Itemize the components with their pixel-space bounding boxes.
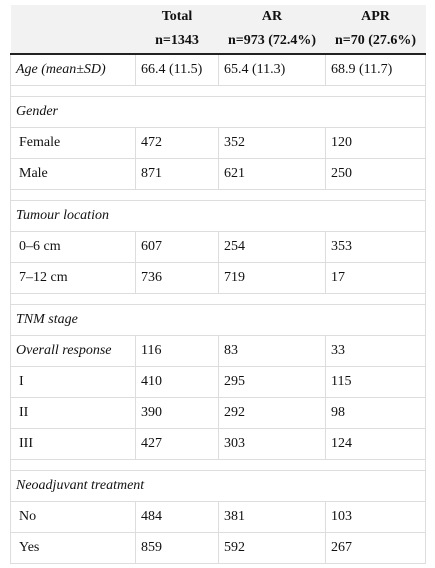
spacer-cell <box>10 293 426 305</box>
cell: 98 <box>325 397 426 429</box>
column-count: n=70 (27.6%) <box>325 29 426 55</box>
section-row: Tumour location <box>10 200 426 232</box>
data-row: II 390 292 98 <box>10 397 426 429</box>
cell: 65.4 (11.3) <box>218 53 326 86</box>
data-row: Age (mean±SD) 66.4 (11.5) 65.4 (11.3) 68.9 … <box>10 53 426 86</box>
cell: 859 <box>135 532 219 564</box>
cell: 607 <box>135 231 219 263</box>
row-label: 7–12 cm <box>10 262 136 294</box>
data-row: 0–6 cm 607 254 353 <box>10 231 426 263</box>
data-row: I 410 295 115 <box>10 366 426 398</box>
cell: 303 <box>218 428 326 460</box>
data-row: Yes 859 592 267 <box>10 532 426 564</box>
column-count: n=1343 <box>135 29 219 55</box>
row-label: Overall response <box>10 335 136 367</box>
section-label: Gender <box>10 96 426 128</box>
column-header: AR <box>218 5 326 29</box>
column-header: APR <box>325 5 426 29</box>
row-label: II <box>10 397 136 429</box>
spacer-row <box>10 189 426 201</box>
spacer-row <box>10 293 426 305</box>
cell: 352 <box>218 127 326 159</box>
data-row: III 427 303 124 <box>10 428 426 460</box>
section-label: Neoadjuvant treatment <box>10 470 426 502</box>
cell: 83 <box>218 335 326 367</box>
spacer-row <box>10 459 426 471</box>
cell: 33 <box>325 335 426 367</box>
row-label: Female <box>10 127 136 159</box>
cell: 719 <box>218 262 326 294</box>
column-count: n=973 (72.4%) <box>218 29 326 55</box>
data-row: Male 871 621 250 <box>10 158 426 190</box>
spacer-cell <box>10 189 426 201</box>
cell: 472 <box>135 127 219 159</box>
table-body: Age (mean±SD) 66.4 (11.5) 65.4 (11.3) 68.9 … <box>10 53 426 564</box>
cell: 381 <box>218 501 326 533</box>
spacer-cell <box>10 85 426 97</box>
row-label: No <box>10 501 136 533</box>
row-label: I <box>10 366 136 398</box>
row-label: Yes <box>10 532 136 564</box>
column-header: Total <box>135 5 219 29</box>
row-label: 0–6 cm <box>10 231 136 263</box>
row-label: Age (mean±SD) <box>10 53 136 86</box>
cell: 66.4 (11.5) <box>135 53 219 86</box>
cell: 621 <box>218 158 326 190</box>
spacer-cell <box>10 459 426 471</box>
cell: 17 <box>325 262 426 294</box>
cell: 292 <box>218 397 326 429</box>
cell: 68.9 (11.7) <box>325 53 426 86</box>
cell: 115 <box>325 366 426 398</box>
cell: 254 <box>218 231 326 263</box>
cell: 427 <box>135 428 219 460</box>
data-row: 7–12 cm 736 719 17 <box>10 262 426 294</box>
cell: 871 <box>135 158 219 190</box>
section-row: TNM stage <box>10 304 426 336</box>
header-row: Total AR APR <box>10 5 426 29</box>
data-row: Overall response 116 83 33 <box>10 335 426 367</box>
cell: 124 <box>325 428 426 460</box>
header-row: n=1343 n=973 (72.4%) n=70 (27.6%) <box>10 29 426 55</box>
cell: 295 <box>218 366 326 398</box>
cell: 267 <box>325 532 426 564</box>
cell: 250 <box>325 158 426 190</box>
cell: 120 <box>325 127 426 159</box>
cell: 390 <box>135 397 219 429</box>
data-row: Female 472 352 120 <box>10 127 426 159</box>
data-table: Total AR APR n=1343 n=973 (72.4%) n=70 (… <box>10 5 426 564</box>
row-label: Male <box>10 158 136 190</box>
section-row: Gender <box>10 96 426 128</box>
row-label: III <box>10 428 136 460</box>
data-row: No 484 381 103 <box>10 501 426 533</box>
cell: 410 <box>135 366 219 398</box>
cell: 592 <box>218 532 326 564</box>
cell: 484 <box>135 501 219 533</box>
cell: 353 <box>325 231 426 263</box>
spacer-row <box>10 85 426 97</box>
section-row: Neoadjuvant treatment <box>10 470 426 502</box>
cell: 103 <box>325 501 426 533</box>
section-label: TNM stage <box>10 304 426 336</box>
section-label: Tumour location <box>10 200 426 232</box>
cell: 116 <box>135 335 219 367</box>
cell: 736 <box>135 262 219 294</box>
